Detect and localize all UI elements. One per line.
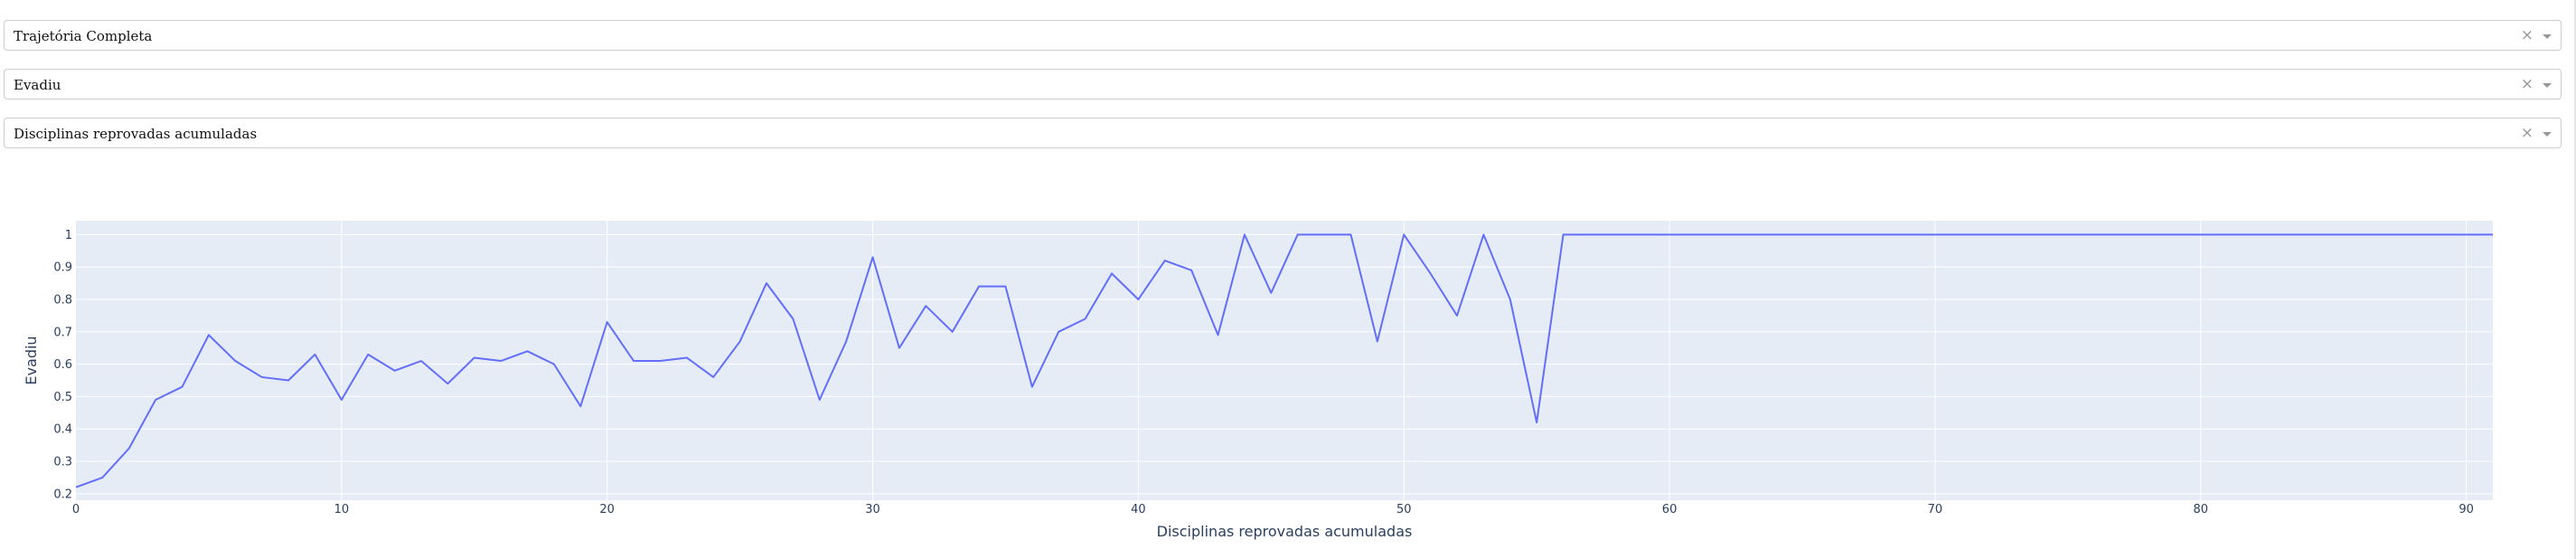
y-tick-label: 0.5 xyxy=(53,391,72,404)
x-tick-label: 30 xyxy=(865,503,880,516)
dropdown-selected-value: Trajetória Completa xyxy=(14,28,153,44)
y-tick-label: 0.8 xyxy=(53,294,72,308)
clear-icon[interactable]: × xyxy=(2520,75,2534,93)
x-tick-label: 90 xyxy=(2458,503,2474,516)
y-tick-label: 0.7 xyxy=(53,326,72,339)
y-axis-label: Evadiu xyxy=(23,336,40,384)
x-tick-label: 60 xyxy=(1662,503,1678,516)
x-tick-label: 40 xyxy=(1131,503,1146,516)
y-tick-label: 0.2 xyxy=(53,488,72,501)
x-tick-label: 0 xyxy=(72,503,80,516)
dropdown-selected-value: Evadiu xyxy=(14,77,61,93)
feature-dropdown[interactable]: Disciplinas reprovadas acumuladas × xyxy=(4,118,2562,148)
series-layer xyxy=(75,233,2493,488)
y-tick-label: 0.4 xyxy=(53,423,72,437)
x-tick-label: 10 xyxy=(334,503,350,516)
target-variable-dropdown[interactable]: Evadiu × xyxy=(4,69,2562,99)
x-tick-label: 20 xyxy=(599,503,615,516)
x-tick-label: 70 xyxy=(1928,503,1943,516)
x-axis-label: Disciplinas reprovadas acumuladas xyxy=(1157,523,1413,540)
clear-icon[interactable]: × xyxy=(2520,124,2534,142)
chevron-down-icon[interactable] xyxy=(2543,34,2552,39)
chevron-down-icon[interactable] xyxy=(2543,132,2552,137)
x-tick-label: 80 xyxy=(2193,503,2208,516)
x-tick-label: 50 xyxy=(1396,503,1412,516)
trajectory-dropdown[interactable]: Trajetória Completa × xyxy=(4,20,2562,51)
clear-icon[interactable]: × xyxy=(2520,26,2534,44)
chevron-down-icon[interactable] xyxy=(2543,83,2552,88)
y-tick-label: 0.6 xyxy=(53,358,72,372)
series-line xyxy=(75,233,2493,488)
tick-labels: 0 10 20 30 40 50 60 70 80 90 0.2 0.3 0.4 0.5 0.6 0.7 0.8… xyxy=(53,229,2474,516)
dropdown-selected-value: Disciplinas reprovadas acumuladas xyxy=(14,126,258,142)
page-scrollbar-edge xyxy=(2574,0,2576,559)
y-tick-label: 0.9 xyxy=(53,261,72,275)
y-tick-label: 1 xyxy=(65,229,72,242)
y-tick-label: 0.3 xyxy=(53,456,72,469)
